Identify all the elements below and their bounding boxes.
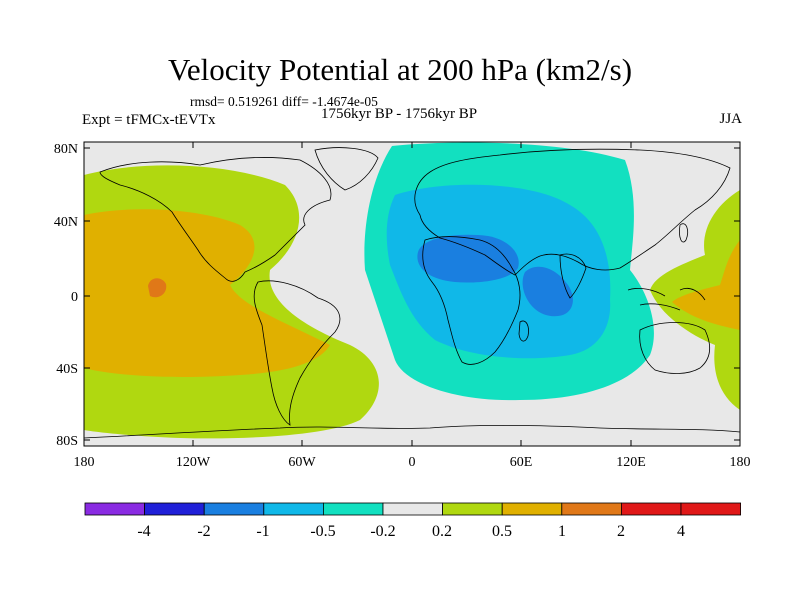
colorbar-box (144, 502, 205, 516)
coast-south-america (253, 280, 341, 426)
lat-label-40s: 40S (56, 362, 78, 377)
longitude-axis (83, 142, 741, 446)
cbar-label: -0.5 (310, 523, 335, 540)
cbar-label: 0.5 (492, 523, 512, 540)
colorbar-box (442, 502, 503, 516)
colorbar-box (382, 502, 443, 516)
coast-greenland (314, 147, 379, 191)
coast-africa (422, 236, 521, 365)
cbar-label: -4 (137, 523, 150, 540)
colorbar-box (263, 502, 324, 516)
lon-label-180w: 180 (74, 455, 95, 470)
lon-label-0: 0 (409, 455, 416, 470)
colorbar-labels: -4 -2 -1 -0.5 -0.2 0.2 0.5 1 2 4 (137, 523, 685, 540)
coast-india (559, 253, 587, 299)
coastlines (84, 147, 740, 439)
pacific-positive-strong (148, 278, 167, 298)
pacific-positive-mid (84, 209, 330, 378)
experiment-label: Expt = tFMCx-tEVTx (82, 112, 216, 128)
cbar-label: -0.2 (370, 523, 395, 540)
cbar-label: 1 (558, 523, 566, 540)
coast-madagascar (518, 320, 529, 342)
coast-japan (679, 223, 688, 243)
colorbar-box (621, 502, 682, 516)
lat-label-80s: 80S (56, 434, 78, 449)
colorbar-box (203, 502, 265, 516)
cbar-label: 0.2 (432, 523, 452, 540)
cbar-label: -1 (256, 523, 269, 540)
coast-maritime-continent (627, 287, 706, 311)
latitude-axis (84, 147, 740, 441)
longitude-labels: 180 120W 60W 0 60E 120E 180 (74, 455, 751, 470)
stats-line: rmsd= 0.519261 diff= -1.4674e-05 (190, 94, 378, 109)
colorbar-box (84, 502, 145, 516)
colorbar-box (501, 502, 563, 516)
cbar-label: 4 (677, 523, 685, 540)
colorbar-box (561, 502, 622, 516)
lon-label-120e: 120E (616, 455, 646, 470)
period-label: 1756kyr BP - 1756kyr BP (321, 106, 478, 122)
colorbar (84, 502, 741, 516)
africa-negative-strong-south (522, 266, 573, 317)
coast-eurasia (414, 148, 731, 276)
coast-australia (639, 322, 711, 374)
plot-title: Velocity Potential at 200 hPa (km2/s) (167, 52, 633, 87)
lon-label-60w: 60W (288, 455, 316, 470)
lon-label-180e: 180 (730, 455, 751, 470)
cbar-label: 2 (617, 523, 625, 540)
coast-antarctica (84, 424, 740, 439)
lat-label-40n: 40N (54, 215, 78, 230)
season-label: JJA (719, 111, 742, 127)
contour-fields (84, 142, 740, 446)
coast-north-america (99, 157, 332, 282)
africa-negative-strong-north (417, 234, 519, 283)
wpac-positive-mid (672, 240, 740, 330)
lon-label-120w: 120W (176, 455, 211, 470)
latitude-labels: 80N 40N 0 40S 80S (54, 142, 78, 449)
colorbar-box (680, 502, 741, 516)
cbar-label: -2 (197, 523, 210, 540)
lat-label-eq: 0 (71, 290, 78, 305)
colorbar-box (322, 502, 384, 516)
lat-label-80n: 80N (54, 142, 78, 157)
lon-label-60e: 60E (510, 455, 533, 470)
